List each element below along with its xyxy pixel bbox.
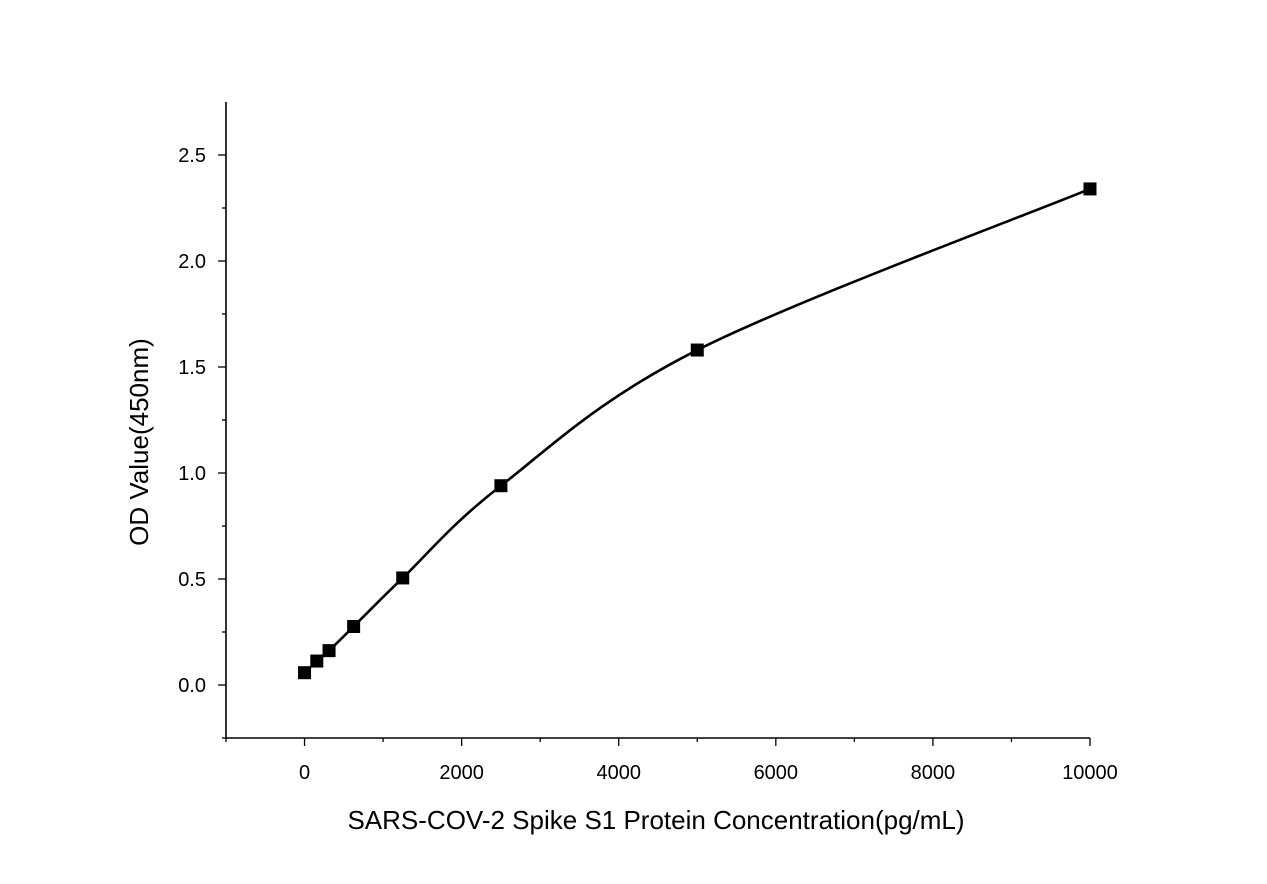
x-tick-label: 10000 xyxy=(1062,762,1118,784)
y-tick-label: 1.5 xyxy=(178,357,206,379)
data-point xyxy=(396,571,410,585)
data-point xyxy=(494,479,508,493)
data-point xyxy=(322,644,336,658)
data-point xyxy=(690,343,704,357)
x-axis-ticks: 0 2000 4000 6000 8000 10000 xyxy=(225,738,1118,784)
y-tick-label: 1.0 xyxy=(178,463,206,485)
plot-frame xyxy=(225,102,1090,739)
data-point xyxy=(347,619,361,633)
y-tick-label: 0.5 xyxy=(178,569,206,591)
y-tick-label: 2.0 xyxy=(178,251,206,273)
data-point xyxy=(310,654,324,668)
y-axis-ticks: 0.0 0.5 1.0 1.5 2.0 2.5 xyxy=(178,145,226,739)
x-tick-label: 0 xyxy=(299,762,310,784)
data-point xyxy=(298,666,312,680)
y-tick-label: 0.0 xyxy=(178,675,206,697)
x-tick-label: 2000 xyxy=(439,762,484,784)
x-axis-title: SARS-COV-2 Spike S1 Protein Concentratio… xyxy=(347,805,964,835)
y-axis-title: OD Value(450nm) xyxy=(124,338,154,546)
fit-curve xyxy=(303,187,1091,674)
x-tick-label: 6000 xyxy=(754,762,799,784)
data-markers xyxy=(298,182,1097,680)
data-point xyxy=(1083,182,1097,196)
x-tick-label: 4000 xyxy=(596,762,641,784)
y-tick-label: 2.5 xyxy=(178,145,206,167)
x-tick-label: 8000 xyxy=(911,762,956,784)
